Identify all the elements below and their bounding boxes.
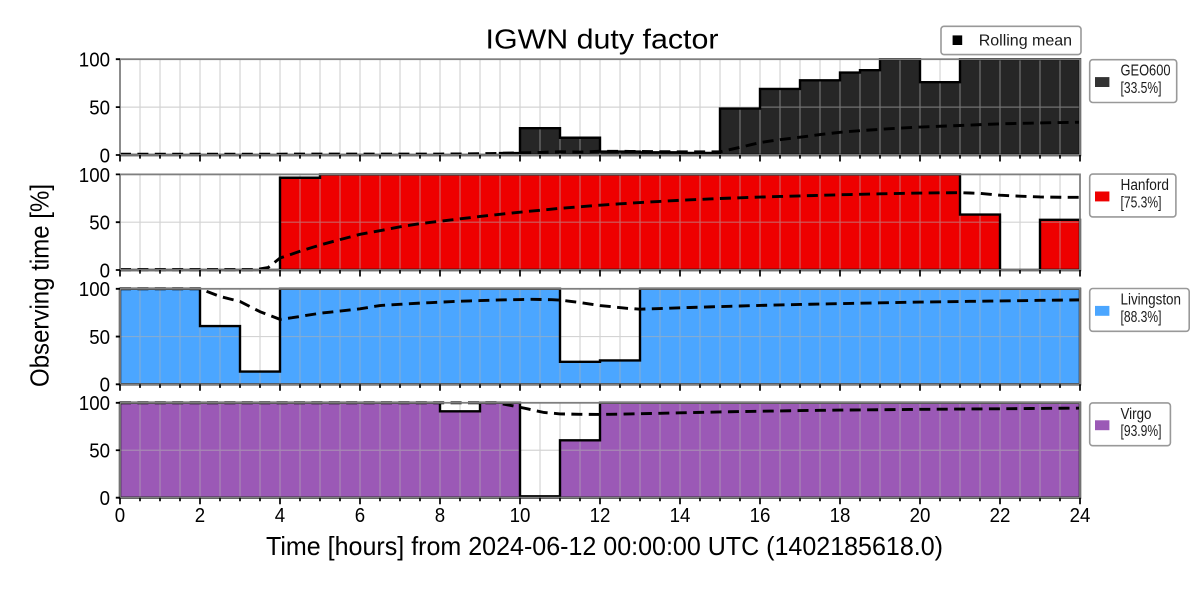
svg-text:IGWN duty factor: IGWN duty factor (486, 24, 719, 55)
svg-text:0: 0 (100, 144, 110, 167)
svg-text:24: 24 (1070, 504, 1091, 527)
svg-text:50: 50 (89, 326, 110, 349)
svg-text:2: 2 (195, 504, 205, 527)
svg-text:100: 100 (79, 392, 110, 415)
svg-text:16: 16 (750, 504, 771, 527)
svg-text:100: 100 (79, 164, 110, 187)
svg-text:Hanford: Hanford (1121, 177, 1170, 194)
svg-text:GEO600: GEO600 (1121, 63, 1171, 80)
svg-text:14: 14 (670, 504, 691, 527)
svg-text:20: 20 (910, 504, 931, 527)
svg-text:Observing time [%]: Observing time [%] (25, 184, 55, 387)
svg-text:Time [hours] from 2024-06-12 0: Time [hours] from 2024-06-12 00:00:00 UT… (266, 531, 943, 561)
svg-text:0: 0 (100, 374, 110, 397)
svg-text:Virgo: Virgo (1121, 406, 1152, 423)
svg-text:100: 100 (79, 278, 110, 301)
svg-text:0: 0 (100, 487, 110, 510)
svg-text:4: 4 (275, 504, 285, 527)
svg-text:[93.9%]: [93.9%] (1121, 423, 1162, 440)
svg-text:[33.5%]: [33.5%] (1121, 80, 1162, 97)
svg-text:0: 0 (100, 259, 110, 282)
svg-text:Livingston: Livingston (1121, 291, 1182, 308)
svg-text:Rolling mean: Rolling mean (979, 32, 1072, 49)
svg-text:6: 6 (355, 504, 365, 527)
svg-text:[88.3%]: [88.3%] (1121, 309, 1162, 326)
svg-text:8: 8 (435, 504, 445, 527)
svg-text:10: 10 (510, 504, 531, 527)
svg-text:50: 50 (89, 212, 110, 235)
svg-text:50: 50 (89, 440, 110, 463)
svg-text:[75.3%]: [75.3%] (1121, 194, 1162, 211)
svg-text:0: 0 (115, 504, 125, 527)
svg-text:18: 18 (830, 504, 851, 527)
svg-text:12: 12 (590, 504, 611, 527)
svg-text:100: 100 (79, 49, 110, 72)
svg-text:22: 22 (990, 504, 1011, 527)
svg-text:50: 50 (89, 97, 110, 120)
